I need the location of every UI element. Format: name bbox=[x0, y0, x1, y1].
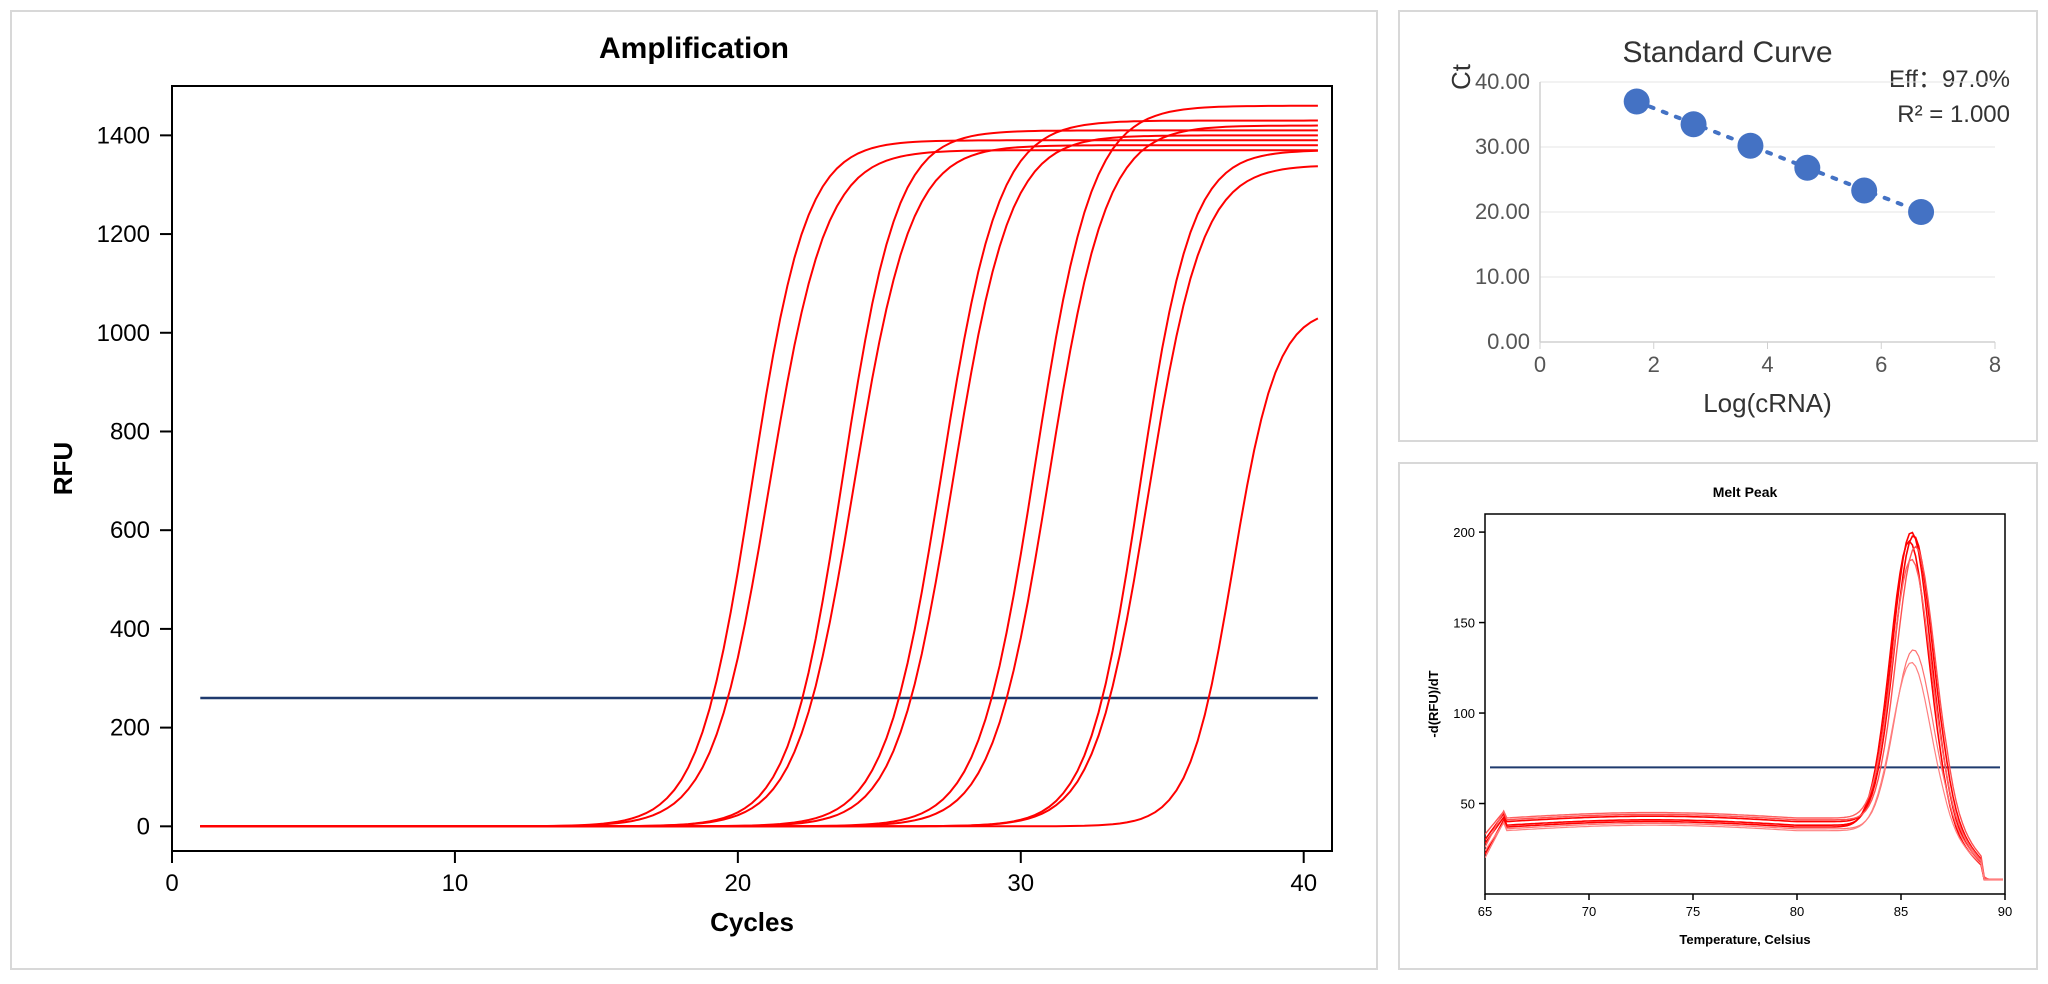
svg-text:75: 75 bbox=[1686, 904, 1700, 919]
svg-text:600: 600 bbox=[110, 517, 150, 544]
svg-text:0: 0 bbox=[165, 870, 178, 897]
svg-text:65: 65 bbox=[1478, 904, 1492, 919]
svg-text:Melt Peak: Melt Peak bbox=[1713, 484, 1778, 500]
amplification-chart: 0 200 400 600 800 1000 1200 1400 0 10 20 30 40 Cycles… bbox=[42, 76, 1352, 946]
svg-text:Ct: Ct bbox=[1446, 63, 1476, 90]
melt-peak-chart: Melt Peak 50 100 150 200 65 70 75 80 85 90 Temperat… bbox=[1420, 479, 2020, 949]
svg-text:90: 90 bbox=[1998, 904, 2012, 919]
svg-text:400: 400 bbox=[110, 616, 150, 643]
svg-text:1200: 1200 bbox=[97, 221, 150, 248]
amplification-panel: Amplification 02004006008001000120014000… bbox=[10, 10, 1378, 970]
svg-text:30: 30 bbox=[1007, 870, 1034, 897]
svg-text:2: 2 bbox=[1648, 352, 1660, 377]
svg-text:200: 200 bbox=[110, 715, 150, 742]
svg-text:1000: 1000 bbox=[97, 320, 150, 347]
svg-text:80: 80 bbox=[1790, 904, 1804, 919]
svg-text:50: 50 bbox=[1461, 797, 1475, 812]
standard-curve-chart: Standard Curve Eff：97.0% R² = 1.000 0.00 10.… bbox=[1425, 32, 2015, 422]
svg-text:6: 6 bbox=[1875, 352, 1887, 377]
svg-text:-d(RFU)/dT: -d(RFU)/dT bbox=[1426, 670, 1441, 737]
svg-text:Log(cRNA): Log(cRNA) bbox=[1703, 388, 1832, 418]
svg-text:0: 0 bbox=[1534, 352, 1546, 377]
svg-text:20.00: 20.00 bbox=[1475, 199, 1530, 224]
amplification-title: Amplification bbox=[42, 32, 1346, 66]
svg-text:0: 0 bbox=[137, 813, 150, 840]
svg-text:1400: 1400 bbox=[97, 122, 150, 149]
svg-text:10.00: 10.00 bbox=[1475, 264, 1530, 289]
svg-text:Eff：97.0%: Eff：97.0% bbox=[1889, 66, 2010, 93]
svg-text:800: 800 bbox=[110, 418, 150, 445]
svg-text:R² = 1.000: R² = 1.000 bbox=[1897, 101, 2010, 128]
svg-text:Temperature, Celsius: Temperature, Celsius bbox=[1679, 932, 1810, 947]
svg-text:Cycles: Cycles bbox=[710, 907, 794, 937]
svg-text:8: 8 bbox=[1989, 352, 2001, 377]
svg-text:0.00: 0.00 bbox=[1487, 329, 1530, 354]
svg-text:200: 200 bbox=[1453, 525, 1475, 540]
svg-text:20: 20 bbox=[725, 870, 752, 897]
svg-text:10: 10 bbox=[442, 870, 469, 897]
svg-text:4: 4 bbox=[1761, 352, 1773, 377]
svg-text:30.00: 30.00 bbox=[1475, 134, 1530, 159]
svg-text:70: 70 bbox=[1582, 904, 1596, 919]
melt-peak-panel: Melt Peak 50 100 150 200 65 70 75 80 85 90 Temperat… bbox=[1398, 462, 2038, 970]
svg-text:100: 100 bbox=[1453, 706, 1475, 721]
svg-text:150: 150 bbox=[1453, 616, 1475, 631]
standard-curve-panel: Standard Curve Eff：97.0% R² = 1.000 0.00 10.… bbox=[1398, 10, 2038, 442]
svg-text:40.00: 40.00 bbox=[1475, 69, 1530, 94]
svg-text:RFU: RFU bbox=[48, 442, 78, 495]
svg-text:85: 85 bbox=[1894, 904, 1908, 919]
svg-text:Standard Curve: Standard Curve bbox=[1622, 36, 1832, 69]
svg-text:40: 40 bbox=[1290, 870, 1317, 897]
